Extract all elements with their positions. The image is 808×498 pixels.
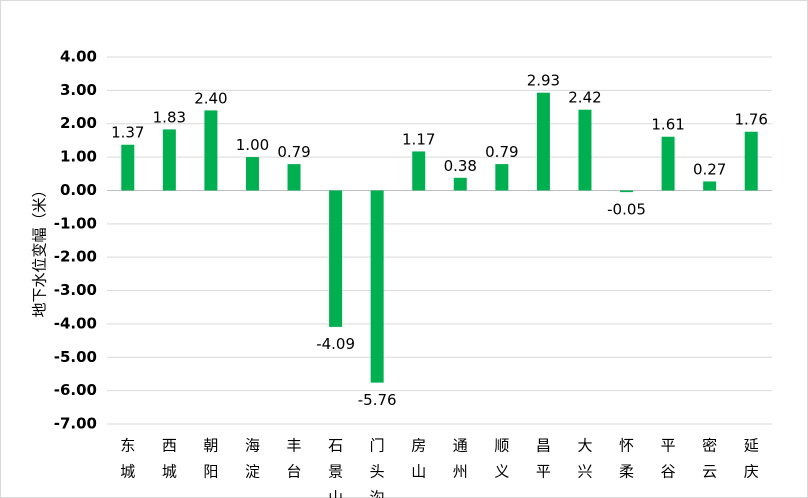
y-tick-label: 3.00 — [60, 81, 97, 99]
data-label: 1.37 — [111, 124, 144, 142]
x-category-label: 门头沟 — [370, 437, 385, 498]
bar — [495, 164, 509, 191]
bar — [620, 190, 634, 193]
y-tick-label: -7.00 — [54, 415, 97, 433]
gridlines — [107, 56, 772, 425]
x-category-label: 西城 — [162, 437, 177, 481]
x-category-label: 怀柔 — [619, 437, 634, 481]
bars — [121, 92, 758, 383]
x-category-label: 房山 — [411, 437, 426, 481]
bar — [578, 109, 592, 191]
y-tick-label: 4.00 — [60, 48, 97, 66]
data-label: 2.42 — [568, 89, 601, 107]
y-tick-label: -6.00 — [54, 381, 97, 399]
bar — [121, 144, 135, 191]
x-category-label: 昌平 — [536, 437, 551, 481]
data-label: 2.40 — [194, 89, 227, 107]
data-label: 1.17 — [402, 130, 435, 148]
bar — [536, 92, 550, 191]
x-category-label: 海淀 — [245, 437, 260, 481]
bar — [329, 190, 343, 327]
x-category-label: 朝阳 — [203, 437, 218, 481]
x-category-label: 平谷 — [661, 437, 676, 481]
bar — [453, 177, 467, 191]
bar — [245, 157, 259, 191]
data-label: 1.76 — [735, 111, 768, 129]
x-category-label: 丰台 — [287, 437, 302, 481]
data-label: -0.05 — [607, 200, 646, 218]
data-label: 0.79 — [485, 143, 518, 161]
y-axis-label: 地下水位变幅（米） — [31, 182, 49, 317]
data-label: 0.27 — [693, 160, 726, 178]
data-labels: 1.37 1.83 2.40 1.00 0.79 -4.09 -5.76 1.17 0.38 0.… — [111, 72, 768, 409]
bar — [162, 129, 176, 191]
x-category-label: 密云 — [702, 437, 717, 481]
data-label: -4.09 — [316, 335, 355, 353]
y-tick-label: -4.00 — [54, 314, 97, 332]
bar — [703, 181, 717, 191]
y-tick-label: 0.00 — [60, 181, 97, 199]
data-label: -5.76 — [358, 391, 397, 409]
data-label: 1.61 — [651, 116, 684, 134]
y-tick-label: -2.00 — [54, 248, 97, 266]
bar — [412, 151, 426, 191]
y-axis-ticks: 4.00 3.00 2.00 1.00 0.00 -1.00 -2.00 -3.00 -4.00… — [54, 48, 97, 433]
y-tick-label: -5.00 — [54, 348, 97, 366]
x-category-label: 大兴 — [577, 437, 592, 481]
y-tick-label: -3.00 — [54, 281, 97, 299]
x-category-label: 延庆 — [744, 437, 759, 481]
y-tick-label: 2.00 — [60, 114, 97, 132]
x-category-label: 顺义 — [494, 437, 509, 481]
y-tick-label: 1.00 — [60, 148, 97, 166]
data-label: 0.38 — [444, 157, 477, 175]
data-label: 1.83 — [153, 108, 186, 126]
data-label: 0.79 — [277, 143, 310, 161]
bar — [661, 136, 675, 191]
x-category-label: 石景山 — [328, 437, 343, 498]
y-tick-label: -1.00 — [54, 214, 97, 232]
bar — [204, 110, 218, 191]
bar — [370, 190, 384, 383]
data-label: 2.93 — [527, 72, 560, 90]
bar — [744, 131, 758, 191]
bar — [287, 164, 301, 191]
x-category-label: 东城 — [120, 437, 135, 481]
x-category-label: 通州 — [453, 437, 468, 481]
data-label: 1.00 — [236, 136, 269, 154]
